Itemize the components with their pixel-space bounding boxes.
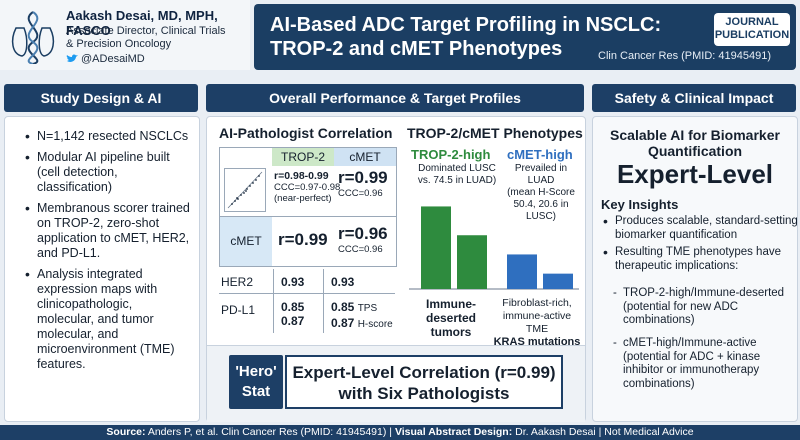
cmet-bar-short [543,273,573,289]
pdl1-cmet: 0.85 TPS 0.87 H-score [331,300,393,330]
title-line-1: AI-Based ADC Target Profiling in NSCLC: [270,14,662,36]
phenotype-bar-chart [409,206,579,290]
correlation-table: TROP-2 cMET r=0.98-0.99 CCC=0.97-0.98 (n… [219,147,397,267]
hero-stat-box: Expert-Level Correlation (r=0.99) with S… [285,355,563,409]
her2-divider [219,293,395,294]
insight-1: Produces scalable, standard-setting biom… [603,215,800,242]
pdl1-trop: 0.85 0.87 [281,300,305,328]
citation: Clin Cancer Res (PMID: 41945491) [598,50,772,62]
author-role-2: & Precision Oncology [66,38,172,50]
design-bullet-2: Modular AI pipeline built (cell detectio… [25,150,191,195]
author-name: Aakash Desai, MD, MPH, FASCO [66,8,218,38]
scalable-ai-heading: Scalable AI for Biomarker Quantification [610,127,780,159]
key-insights-title: Key Insights [601,197,679,212]
her2-label: HER2 [221,275,254,289]
design-bullet-1: N=1,142 resected NSCLCs [25,129,191,144]
correlation-title: AI-Pathologist Correlation [219,125,393,141]
middle-column-header: Overall Performance & Target Profiles [206,84,584,112]
badge-line-2: PUBLICATION [714,29,790,41]
her2-cmet: 0.93 [331,275,355,289]
cmet-r-value: r=0.99 CCC=0.96 [338,168,388,199]
design-bullet-3: Membranous scorer trained on TROP-2, zer… [25,201,191,261]
sub-insight-1: - TROP-2-high/Immune-deserted (potential… [613,287,785,326]
immune-deserted-label: Immune- deserted tumors [425,297,477,339]
dash-icon: - [613,287,617,299]
insights-list: Produces scalable, standard-setting biom… [601,215,800,275]
trop2-high-label: TROP-2-high [411,147,491,162]
insight-2: Resulting TME phenotypes have therapeuti… [603,246,800,273]
title-banner: AI-Based ADC Target Profiling in NSCLC: … [254,4,796,70]
trop2-bar-short [457,235,487,289]
author-role-1: Associate Director, Clinical Trials [66,25,226,37]
author-handle[interactable]: @ADesaiMD [81,53,145,65]
design-bullet-4: Analysis integrated expression maps with… [25,267,191,372]
journal-badge: JOURNAL PUBLICATION [714,13,790,46]
study-design-panel: N=1,142 resected NSCLCs Modular AI pipel… [4,116,200,422]
row2-trop-r: r=0.99 [278,230,328,249]
dna-lungs-icon [11,11,55,64]
fibroblast-rich-label: Fibroblast-rich, immune-active TME KRAS … [493,297,581,348]
col-header-cmet: cMET [334,148,396,166]
title-line-2: TROP-2 and cMET Phenotypes [270,38,563,60]
cmet-high-desc: Prevailed in LUAD (mean H-Score 50.4, 20… [507,163,575,222]
badge-line-1: JOURNAL [725,16,779,28]
row2-cmet-r: r=0.96 CCC=0.96 [338,224,388,255]
col-header-trop2: TROP-2 [272,148,334,166]
right-column-header: Safety & Clinical Impact [592,84,796,112]
left-column-header: Study Design & AI Methodology [4,84,198,134]
clinical-impact-panel: Scalable AI for Biomarker Quantification… [592,116,798,422]
sub-insight-2: - cMET-high/Immune-active (potential for… [613,337,761,390]
performance-panel: AI-Pathologist Correlation TROP-2 cMET r… [206,116,586,422]
trop2-r-value: r=0.98-0.99 CCC=0.97-0.98 (near-perfect) [274,170,341,204]
trop2-bar-tall [421,206,451,289]
cmet-high-label: cMET-high [507,147,573,162]
cmet-bar-tall [507,254,537,289]
dash-icon: - [613,337,617,349]
her2-trop: 0.93 [281,275,305,289]
hero-stat-badge: 'Hero' Stat [229,355,283,409]
pdl1-label: PD-L1 [221,303,256,317]
expert-level-heading: Expert-Level [616,159,774,189]
table-divider [220,216,396,217]
vert-divider-2 [323,269,324,333]
twitter-icon [66,54,78,62]
vert-divider-1 [273,269,274,333]
phenotype-title: TROP-2/cMET Phenotypes [407,125,583,141]
author-block: Aakash Desai, MD, MPH, FASCO Associate D… [0,0,250,70]
trop2-high-desc: Dominated LUSC vs. 74.5 in LUAD) [417,163,497,186]
footer: Source: Anders P, et al. Clin Cancer Res… [0,425,800,440]
row-label-cmet: cMET [220,217,272,266]
scatter-thumbnail [224,168,266,212]
